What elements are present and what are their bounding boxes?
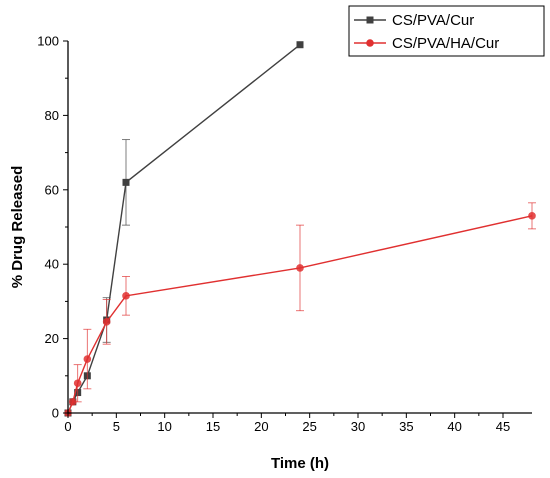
x-axis-title: Time (h) [271, 455, 329, 472]
data-point [296, 264, 304, 272]
y-tick-label: 20 [45, 331, 59, 346]
x-tick-label: 0 [64, 419, 71, 434]
legend-box [348, 5, 545, 57]
data-point [122, 292, 130, 300]
y-axis-title: % Drug Released [9, 166, 26, 289]
data-point [73, 379, 82, 388]
y-tick-label: 40 [45, 257, 59, 272]
x-tick-label: 5 [113, 419, 120, 434]
legend-label: CS/PVA/Cur [392, 12, 474, 29]
legend-marker [366, 16, 374, 24]
legend-label: CS/PVA/HA/Cur [392, 35, 499, 52]
x-tick-label: 40 [447, 419, 461, 434]
y-axis: 0 20 40 60 80 100 [37, 34, 69, 421]
data-point [83, 355, 92, 363]
x-tick-label: 30 [351, 419, 365, 434]
plot-area [64, 41, 536, 417]
x-axis: 0 5 10 15 20 25 30 35 40 45 [64, 412, 532, 434]
data-point [296, 41, 304, 49]
data-point [528, 212, 536, 220]
legend: CS/PVA/Cur CS/PVA/HA/Cur [348, 5, 545, 57]
y-tick-label: 100 [37, 34, 59, 49]
x-tick-label: 20 [254, 419, 268, 434]
x-tick-label: 10 [157, 419, 171, 434]
x-tick-label: 25 [302, 419, 316, 434]
series-line [67, 44, 301, 414]
data-point [102, 318, 111, 326]
legend-marker [366, 39, 374, 47]
series-1 [64, 41, 304, 417]
x-tick-label: 45 [496, 419, 510, 434]
data-point [122, 178, 130, 186]
y-tick-label: 60 [45, 182, 59, 197]
y-tick-label: 0 [52, 406, 59, 421]
series-2 [64, 202, 536, 417]
x-tick-label: 15 [206, 419, 220, 434]
data-point [69, 398, 77, 406]
x-tick-label: 35 [399, 419, 413, 434]
y-tick-label: 80 [45, 108, 59, 123]
